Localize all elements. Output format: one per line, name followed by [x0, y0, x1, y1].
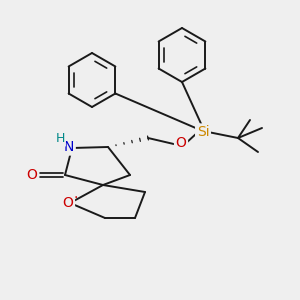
- Text: Si: Si: [197, 125, 209, 139]
- Text: N: N: [64, 140, 74, 154]
- Text: ·: ·: [74, 191, 78, 205]
- Text: O: O: [27, 168, 38, 182]
- Text: O: O: [176, 136, 186, 150]
- Text: O: O: [63, 196, 74, 210]
- Text: H: H: [55, 133, 65, 146]
